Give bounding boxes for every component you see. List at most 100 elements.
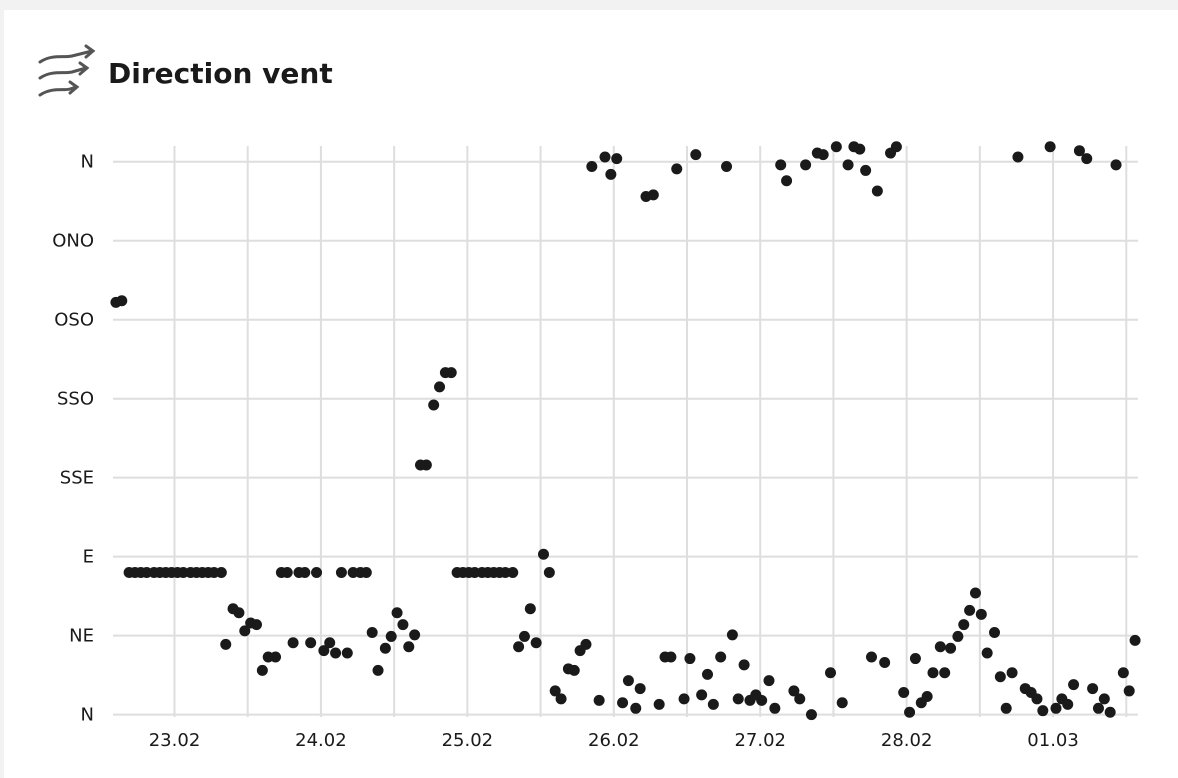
y-tick-label: N <box>81 152 94 173</box>
point <box>890 141 902 153</box>
point <box>696 689 708 701</box>
point <box>726 629 738 641</box>
point <box>233 607 245 619</box>
point <box>524 603 536 615</box>
point <box>1092 702 1104 714</box>
point <box>794 693 806 705</box>
point <box>964 604 976 616</box>
x-tick-label: 26.02 <box>588 730 640 751</box>
point <box>690 149 702 161</box>
point <box>330 647 342 659</box>
point <box>256 664 268 676</box>
point <box>969 587 981 599</box>
point <box>958 619 970 631</box>
point <box>311 566 323 578</box>
point <box>981 647 993 659</box>
point <box>1012 151 1024 163</box>
point <box>817 149 829 161</box>
point <box>769 702 781 714</box>
point <box>360 566 372 578</box>
point <box>270 651 282 663</box>
point <box>665 651 677 663</box>
point <box>975 608 987 620</box>
point <box>1087 683 1099 695</box>
point <box>1110 159 1122 171</box>
point <box>781 175 793 187</box>
x-tick-label: 24.02 <box>295 730 347 751</box>
point <box>1062 698 1074 710</box>
point <box>239 625 251 637</box>
y-tick-label: E <box>83 547 94 568</box>
point <box>934 641 946 653</box>
point <box>871 185 883 197</box>
point <box>335 566 347 578</box>
point <box>904 706 916 718</box>
card <box>4 10 1178 778</box>
point <box>538 548 549 560</box>
point <box>836 697 848 709</box>
y-tick-label: OSO <box>54 310 94 331</box>
point <box>738 659 750 671</box>
point <box>763 675 775 687</box>
point <box>568 664 580 676</box>
point <box>513 641 525 653</box>
point <box>989 626 1000 638</box>
point <box>617 697 629 709</box>
point <box>830 141 842 153</box>
point <box>1006 667 1018 679</box>
y-tick-label: SSE <box>60 468 94 489</box>
point <box>555 693 567 705</box>
y-tick-label: SSO <box>57 389 94 410</box>
point <box>385 630 397 642</box>
point <box>420 459 432 471</box>
point <box>715 651 727 663</box>
point <box>898 687 910 699</box>
point <box>860 164 872 176</box>
point <box>805 709 817 721</box>
point <box>921 690 933 702</box>
point <box>1098 693 1110 705</box>
wind-icon <box>38 44 96 97</box>
point <box>1068 679 1080 691</box>
y-tick-label: NE <box>69 626 94 647</box>
point <box>1073 145 1085 157</box>
point <box>391 607 403 619</box>
x-tick-label: 25.02 <box>442 730 494 751</box>
point <box>397 619 409 631</box>
point <box>409 629 421 641</box>
point <box>866 651 877 663</box>
point <box>530 637 542 649</box>
point <box>945 642 957 654</box>
point <box>684 653 696 665</box>
point <box>952 630 964 642</box>
point <box>879 657 891 669</box>
point <box>927 667 939 679</box>
point <box>586 160 598 172</box>
x-tick-label: 23.02 <box>149 730 201 751</box>
point <box>800 159 812 171</box>
point <box>775 159 787 171</box>
point <box>671 163 683 175</box>
x-tick-label: 28.02 <box>881 730 933 751</box>
point <box>1129 634 1141 646</box>
point <box>1037 705 1049 717</box>
point <box>605 168 617 180</box>
x-tick-label: 27.02 <box>734 730 786 751</box>
point <box>445 367 457 379</box>
point <box>434 381 446 393</box>
y-tick-label: ONO <box>52 231 94 252</box>
point <box>116 295 128 307</box>
point <box>634 683 646 695</box>
point <box>825 667 836 679</box>
point <box>580 638 592 650</box>
point <box>305 637 317 649</box>
point <box>428 399 440 411</box>
point <box>341 647 353 659</box>
point <box>1050 702 1062 714</box>
point <box>702 668 713 680</box>
point <box>678 693 690 705</box>
chart-title: Direction vent <box>108 57 333 90</box>
point <box>507 566 519 578</box>
point <box>251 619 262 631</box>
